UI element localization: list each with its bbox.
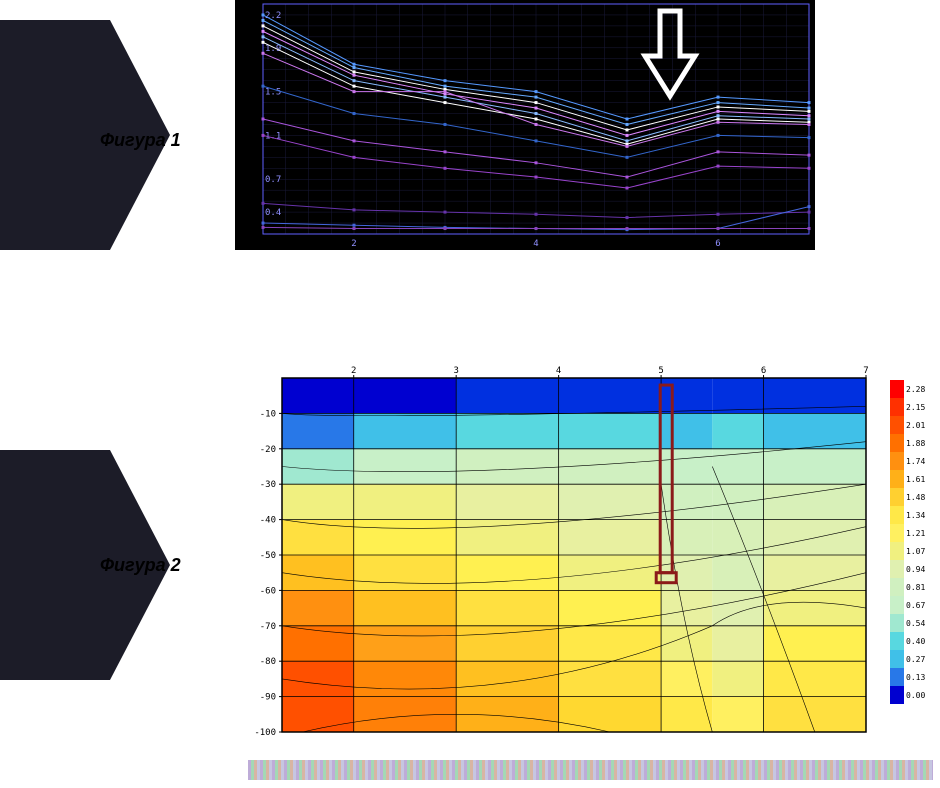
legend-swatch (890, 596, 904, 614)
svg-text:-60: -60 (260, 586, 276, 596)
legend-value: 0.13 (904, 673, 925, 682)
svg-text:0.4: 0.4 (265, 208, 281, 218)
legend-row: 2.28 (890, 380, 938, 398)
legend-value: 0.40 (904, 637, 925, 646)
legend-row: 1.48 (890, 488, 938, 506)
svg-text:0.7: 0.7 (265, 175, 281, 185)
svg-text:2: 2 (351, 239, 356, 249)
legend-row: 0.81 (890, 578, 938, 596)
legend-swatch (890, 506, 904, 524)
svg-text:-10: -10 (260, 409, 276, 419)
figure-1-label: Фигура 1 (100, 130, 181, 151)
chart-1: 0.40.71.11.51.92.2246 (235, 0, 815, 250)
svg-text:-90: -90 (260, 693, 276, 703)
pentagon-marker-1 (0, 20, 110, 250)
legend-swatch (890, 578, 904, 596)
legend-row: 0.54 (890, 614, 938, 632)
legend-swatch (890, 470, 904, 488)
svg-text:6: 6 (761, 366, 766, 376)
legend-swatch (890, 650, 904, 668)
legend-swatch (890, 488, 904, 506)
legend-swatch (890, 560, 904, 578)
svg-text:-20: -20 (260, 445, 276, 455)
legend-value: 2.28 (904, 385, 925, 394)
svg-text:3: 3 (453, 366, 458, 376)
legend-value: 0.94 (904, 565, 925, 574)
legend-value: 2.01 (904, 421, 925, 430)
legend-value: 0.54 (904, 619, 925, 628)
legend-row: 0.13 (890, 668, 938, 686)
legend-row: 1.34 (890, 506, 938, 524)
legend-row: 0.00 (890, 686, 938, 704)
legend-row: 1.21 (890, 524, 938, 542)
figure-2-label: Фигура 2 (100, 555, 181, 576)
legend-swatch (890, 686, 904, 704)
svg-text:4: 4 (533, 239, 538, 249)
legend-value: 1.21 (904, 529, 925, 538)
legend-row: 2.01 (890, 416, 938, 434)
legend-swatch (890, 380, 904, 398)
legend-row: 2.15 (890, 398, 938, 416)
legend-swatch (890, 434, 904, 452)
legend-row: 0.40 (890, 632, 938, 650)
legend-value: 1.88 (904, 439, 925, 448)
svg-text:-70: -70 (260, 622, 276, 632)
legend-value: 1.07 (904, 547, 925, 556)
legend-value: 1.48 (904, 493, 925, 502)
legend-value: 1.61 (904, 475, 925, 484)
pentagon-marker-2 (0, 450, 110, 680)
svg-text:-80: -80 (260, 657, 276, 667)
svg-text:2: 2 (351, 366, 356, 376)
legend-value: 0.67 (904, 601, 925, 610)
svg-text:-30: -30 (260, 480, 276, 490)
legend-swatch (890, 416, 904, 434)
legend-row: 1.74 (890, 452, 938, 470)
svg-text:1.9: 1.9 (265, 44, 281, 54)
legend-swatch (890, 614, 904, 632)
legend-swatch (890, 398, 904, 416)
legend-value: 1.34 (904, 511, 925, 520)
svg-text:-40: -40 (260, 516, 276, 526)
svg-text:4: 4 (556, 366, 561, 376)
legend-value: 1.74 (904, 457, 925, 466)
legend-row: 1.88 (890, 434, 938, 452)
legend-value: 0.81 (904, 583, 925, 592)
legend-swatch (890, 668, 904, 686)
legend-row: 0.27 (890, 650, 938, 668)
legend-value: 0.27 (904, 655, 925, 664)
color-legend: 2.28 2.15 2.01 1.88 1.74 1.61 1.48 1.34 1.21 1.07… (890, 380, 938, 704)
svg-text:7: 7 (863, 366, 868, 376)
svg-text:5: 5 (658, 366, 663, 376)
legend-row: 0.94 (890, 560, 938, 578)
arrow-down-icon (640, 6, 700, 106)
svg-text:-100: -100 (254, 728, 276, 738)
legend-swatch (890, 524, 904, 542)
legend-row: 1.07 (890, 542, 938, 560)
svg-text:2.2: 2.2 (265, 11, 281, 21)
legend-swatch (890, 452, 904, 470)
chart-2-svg: 2 3 4 5 6 7 -10 -20 -30 -40 -50 -60 -70 -80 -90 -100 (240, 360, 920, 740)
legend-swatch (890, 542, 904, 560)
svg-text:6: 6 (715, 239, 720, 249)
chart-2: 2 3 4 5 6 7 -10 -20 -30 -40 -50 -60 -70 -80 -90 -100 (240, 360, 920, 740)
legend-value: 2.15 (904, 403, 925, 412)
legend-swatch (890, 632, 904, 650)
noise-strip (248, 760, 933, 780)
chart-1-svg: 0.40.71.11.51.92.2246 (235, 0, 815, 250)
svg-text:-50: -50 (260, 551, 276, 561)
legend-row: 1.61 (890, 470, 938, 488)
legend-value: 0.00 (904, 691, 925, 700)
legend-row: 0.67 (890, 596, 938, 614)
